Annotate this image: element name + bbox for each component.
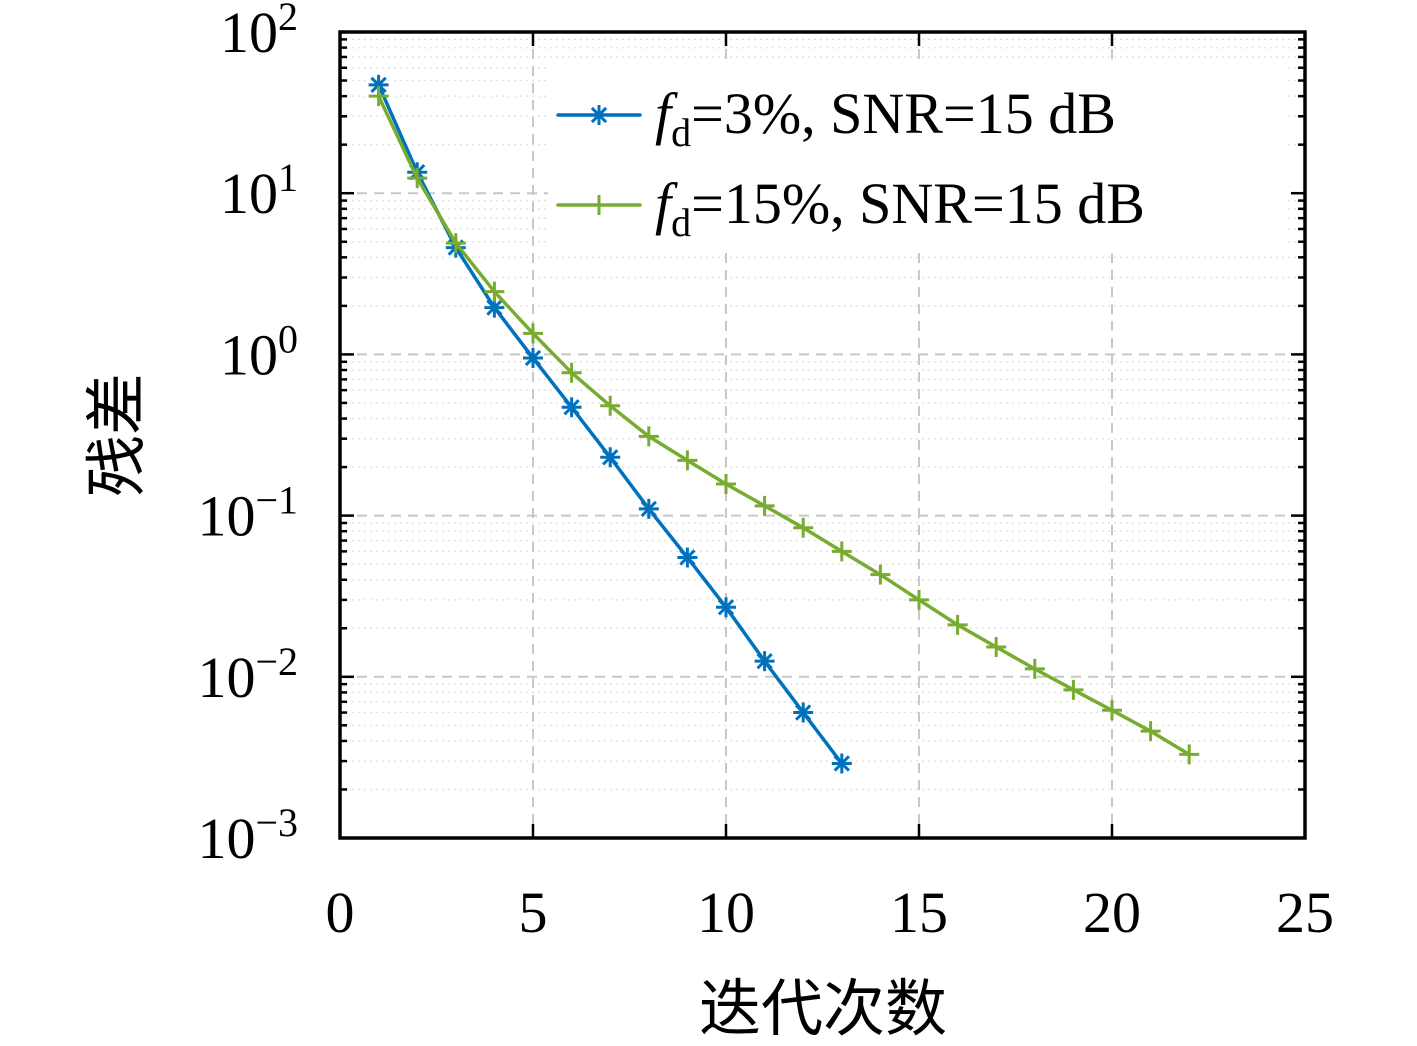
data-point (909, 589, 929, 610)
legend-label-series-2: fd=15%, SNR=15 dB (655, 171, 1145, 245)
x-tick-label: 15 (890, 880, 948, 945)
data-point (793, 702, 814, 723)
data-point (368, 74, 389, 95)
legend-marker (589, 195, 609, 215)
data-point (523, 323, 543, 344)
y-tick-exponent: 1 (278, 155, 298, 200)
legend-subscript: d (671, 110, 691, 155)
y-tick-exponent: −3 (255, 800, 298, 845)
y-tick-base: 10 (220, 161, 278, 226)
y-tick-label: 101 (220, 155, 298, 226)
legend-marker (589, 105, 609, 125)
legend-text: =15%, SNR=15 dB (691, 171, 1145, 236)
x-axis-title: 迭代次数 (699, 976, 947, 1044)
data-point (1102, 700, 1122, 721)
data-point (677, 547, 698, 568)
data-point (947, 614, 968, 635)
data-point (1024, 658, 1045, 679)
series-line (376, 94, 1191, 757)
y-tick-base: 10 (220, 0, 278, 65)
y-tick-base: 10 (197, 806, 255, 871)
y-axis-title-group: 残差 (84, 373, 152, 497)
legend-marks (556, 105, 642, 215)
y-tick-label: 100 (220, 316, 298, 387)
data-point (561, 397, 582, 418)
data-point (677, 450, 698, 471)
legend-subscript: d (671, 200, 691, 245)
data-point (1179, 744, 1200, 765)
data-point (523, 347, 543, 368)
y-tick-exponent: 2 (278, 0, 298, 39)
legend: fd=3%, SNR=15 dB fd=15%, SNR=15 dB (548, 66, 1288, 246)
x-tick-label: 0 (326, 880, 355, 945)
y-tick-label: 10−3 (197, 800, 298, 871)
data-point (638, 498, 659, 519)
y-tick-base: 10 (220, 322, 278, 387)
y-tick-label: 10−1 (197, 478, 298, 549)
y-tick-base: 10 (197, 645, 255, 710)
data-point (831, 541, 852, 562)
legend-box (548, 66, 1288, 246)
data-point (716, 597, 736, 618)
y-tick-label: 102 (220, 0, 298, 65)
data-point (484, 281, 505, 302)
x-tick-label: 10 (697, 880, 755, 945)
x-tick-label: 5 (519, 880, 548, 945)
y-tick-base: 10 (197, 484, 255, 549)
data-point (754, 651, 775, 672)
data-point (870, 564, 891, 585)
plot-frame (338, 30, 1307, 840)
data-point (986, 637, 1007, 658)
data-point (1140, 721, 1161, 742)
data-point (1063, 679, 1084, 700)
data-point (484, 297, 505, 318)
data-point (368, 86, 389, 107)
legend-text: =3%, SNR=15 dB (691, 81, 1116, 146)
data-point (638, 426, 659, 447)
data-point (793, 517, 814, 538)
legend-label-series-1: fd=3%, SNR=15 dB (655, 81, 1116, 155)
data-point (445, 233, 466, 254)
data-point (716, 474, 736, 495)
data-point (407, 168, 428, 189)
y-tick-exponent: −2 (255, 639, 298, 684)
y-tick-label: 10−2 (197, 639, 298, 710)
series-group (368, 74, 1200, 774)
data-point (600, 447, 621, 468)
x-tick-label: 20 (1083, 880, 1141, 945)
data-point (600, 395, 621, 416)
y-axis-title: 残差 (84, 373, 152, 497)
y-tick-exponent: −1 (255, 478, 298, 523)
y-tick-exponent: 0 (278, 316, 298, 361)
data-point (754, 495, 775, 516)
x-tick-label: 25 (1276, 880, 1334, 945)
data-point (561, 362, 582, 383)
data-point (831, 753, 852, 774)
